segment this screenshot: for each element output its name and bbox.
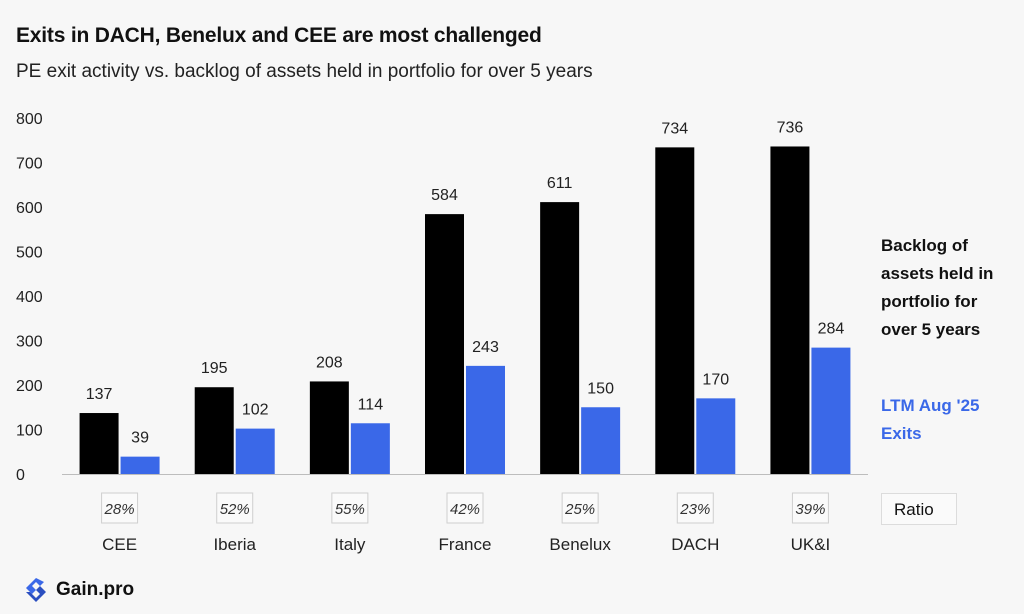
backlog-bar [770, 146, 810, 475]
exits-bar [581, 407, 621, 474]
backlog-value-label: 734 [661, 120, 688, 137]
backlog-value-label: 208 [316, 354, 343, 371]
exits-value-label: 150 [587, 380, 614, 397]
backlog-bar [309, 381, 349, 474]
ratio-box [561, 492, 599, 524]
backlog-bar [540, 202, 580, 475]
y-tick-label: 400 [16, 289, 43, 306]
ratio-box [676, 492, 714, 524]
ratio-box [331, 492, 369, 524]
exits-value-label: 39 [131, 430, 149, 447]
y-tick-label: 600 [16, 200, 43, 217]
ratio-value: 52% [220, 501, 250, 518]
ratio-box [446, 492, 484, 524]
category-label: UK&I [791, 535, 831, 554]
category-label: Italy [334, 535, 366, 554]
legend-exits: LTM Aug '25 Exits [881, 396, 980, 443]
brand-name: Gain.pro [56, 579, 135, 600]
ratio-box [216, 492, 254, 524]
y-tick-label: 300 [16, 334, 43, 351]
backlog-value-label: 736 [777, 119, 804, 136]
brand-logo: Gain.pro [22, 576, 134, 604]
category-label: CEE [102, 535, 137, 554]
exits-value-label: 102 [242, 402, 269, 419]
backlog-bar [79, 413, 119, 474]
legend-backlog: Backlog of assets held in portfolio for … [881, 236, 994, 339]
chart-title: Exits in DACH, Benelux and CEE are most … [16, 24, 542, 47]
backlog-bar [655, 147, 695, 474]
gain-pro-logo-icon [26, 578, 46, 602]
ratio-value: 55% [335, 501, 365, 518]
category-label: Benelux [549, 535, 611, 554]
ratio-legend: Ratio [881, 493, 957, 525]
exits-bar [811, 347, 851, 474]
exits-bar [120, 456, 160, 474]
ratio-value: 42% [450, 501, 480, 518]
ratio-value: 23% [679, 501, 710, 518]
y-tick-label: 500 [16, 245, 43, 262]
exits-bar [235, 428, 275, 474]
backlog-bar [425, 214, 464, 474]
backlog-value-label: 611 [547, 175, 573, 192]
ratio-value: 28% [104, 501, 135, 518]
y-tick-label: 800 [16, 111, 43, 128]
y-tick-label: 700 [16, 156, 43, 173]
y-tick-label: 100 [16, 423, 43, 440]
ratio-box [101, 492, 139, 524]
category-label: DACH [671, 535, 719, 554]
category-label: France [439, 535, 492, 554]
chart-subtitle: PE exit activity vs. backlog of assets h… [16, 61, 593, 82]
exits-bar [696, 398, 736, 474]
backlog-bar [194, 387, 234, 474]
exits-value-label: 170 [702, 371, 729, 388]
exits-value-label: 114 [358, 396, 384, 413]
ratio-box [791, 492, 829, 524]
exits-bar [466, 365, 505, 474]
category-label: Iberia [213, 535, 256, 554]
y-tick-label: 0 [16, 467, 25, 484]
ratio-value: 25% [564, 501, 595, 518]
ratio-value: 39% [795, 501, 825, 518]
exits-value-label: 284 [818, 321, 845, 338]
exits-value-label: 243 [472, 339, 499, 356]
exits-bar [350, 423, 390, 474]
backlog-value-label: 584 [431, 187, 458, 204]
y-tick-label: 200 [16, 378, 43, 395]
backlog-value-label: 195 [201, 360, 228, 377]
backlog-value-label: 137 [86, 386, 113, 403]
